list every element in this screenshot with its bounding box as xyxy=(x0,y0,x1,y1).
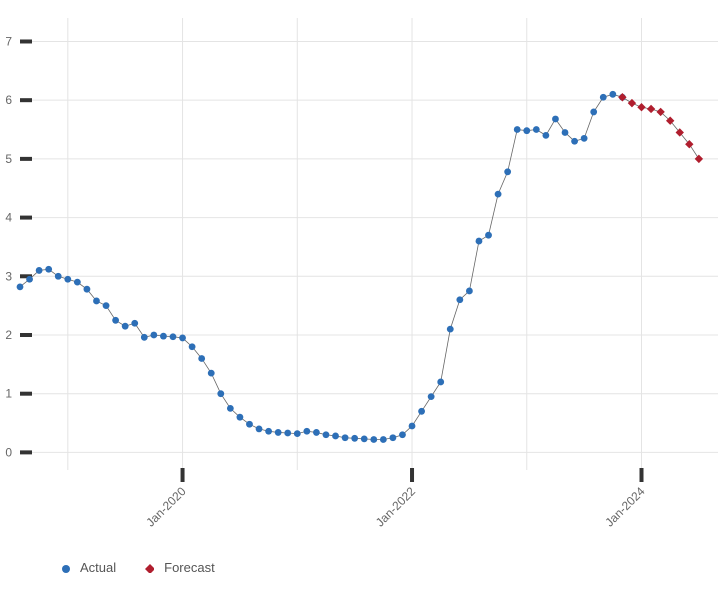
data-point-actual xyxy=(380,436,387,443)
data-point-actual xyxy=(84,286,91,293)
data-point-actual xyxy=(466,288,473,295)
data-point-actual xyxy=(303,428,310,435)
data-point-actual xyxy=(332,433,339,440)
data-point-actual xyxy=(409,423,416,430)
legend-item: Forecast xyxy=(144,560,215,575)
y-tick-label: 5 xyxy=(5,152,12,166)
data-point-actual xyxy=(36,267,43,274)
data-point-actual xyxy=(485,232,492,239)
data-point-actual xyxy=(55,273,62,280)
data-point-actual xyxy=(246,421,253,428)
data-point-actual xyxy=(103,302,110,309)
circle-icon xyxy=(60,563,70,573)
data-point-actual xyxy=(313,429,320,436)
timeseries-chart: 01234567Jan-2020Jan-2022Jan-2024 xyxy=(0,0,728,600)
data-point-actual xyxy=(122,323,129,330)
data-point-actual xyxy=(74,279,81,286)
data-point-actual xyxy=(237,414,244,421)
data-point-actual xyxy=(581,135,588,142)
data-point-actual xyxy=(590,109,597,116)
data-point-actual xyxy=(390,434,397,441)
data-point-actual xyxy=(428,393,435,400)
legend-label: Actual xyxy=(80,560,116,575)
data-point-actual xyxy=(351,435,358,442)
data-point-actual xyxy=(294,430,301,437)
data-point-actual xyxy=(447,326,454,333)
data-point-actual xyxy=(456,296,463,303)
diamond-icon xyxy=(144,563,154,573)
data-point-actual xyxy=(208,370,215,377)
chart-container: 01234567Jan-2020Jan-2022Jan-2024 ActualF… xyxy=(0,0,728,600)
data-point-actual xyxy=(256,426,263,433)
y-tick-label: 4 xyxy=(5,211,12,225)
legend: Actual Forecast xyxy=(60,560,215,575)
data-point-actual xyxy=(275,429,282,436)
data-point-actual xyxy=(514,126,521,133)
data-point-actual xyxy=(141,334,148,341)
data-point-actual xyxy=(284,430,291,437)
data-point-actual xyxy=(131,320,138,327)
data-point-actual xyxy=(227,405,234,412)
data-point-actual xyxy=(495,191,502,198)
data-point-actual xyxy=(93,298,100,305)
data-point-actual xyxy=(562,129,569,136)
y-tick-label: 7 xyxy=(5,34,12,48)
data-point-actual xyxy=(504,168,511,175)
data-point-actual xyxy=(323,431,330,438)
y-tick-label: 2 xyxy=(5,328,12,342)
data-point-actual xyxy=(189,343,196,350)
data-point-actual xyxy=(26,276,33,283)
data-point-actual xyxy=(265,428,272,435)
data-point-actual xyxy=(533,126,540,133)
data-point-actual xyxy=(418,408,425,415)
y-tick-label: 6 xyxy=(5,93,12,107)
data-point-actual xyxy=(45,266,52,273)
data-point-actual xyxy=(600,94,607,101)
data-point-actual xyxy=(150,332,157,339)
y-tick-label: 1 xyxy=(5,387,12,401)
data-point-actual xyxy=(523,127,530,134)
data-point-actual xyxy=(370,436,377,443)
data-point-actual xyxy=(179,335,186,342)
data-point-actual xyxy=(112,317,119,324)
data-point-actual xyxy=(170,333,177,340)
data-point-actual xyxy=(609,91,616,98)
data-point-actual xyxy=(437,379,444,386)
data-point-actual xyxy=(342,434,349,441)
y-tick-label: 0 xyxy=(5,445,12,459)
data-point-actual xyxy=(361,435,368,442)
data-point-actual xyxy=(17,283,24,290)
data-point-actual xyxy=(571,138,578,145)
legend-item: Actual xyxy=(60,560,116,575)
data-point-actual xyxy=(217,390,224,397)
data-point-actual xyxy=(198,355,205,362)
data-point-actual xyxy=(64,276,71,283)
data-point-actual xyxy=(160,333,167,340)
data-point-actual xyxy=(542,132,549,139)
legend-label: Forecast xyxy=(164,560,215,575)
data-point-actual xyxy=(399,431,406,438)
y-tick-label: 3 xyxy=(5,269,12,283)
data-point-actual xyxy=(552,116,559,123)
data-point-actual xyxy=(476,238,483,245)
